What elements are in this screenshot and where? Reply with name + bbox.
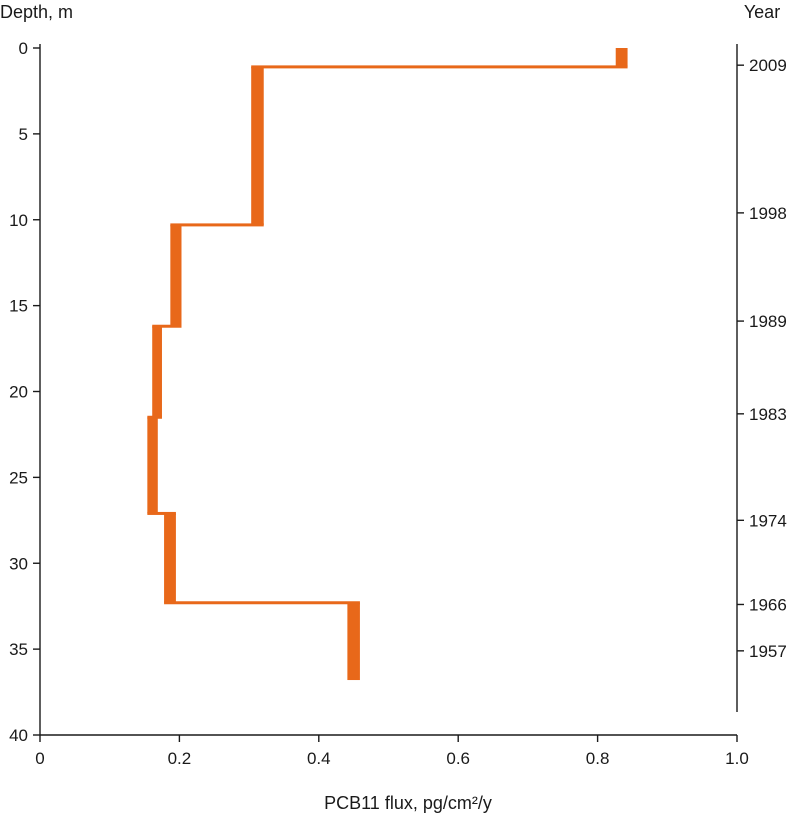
labels-layer: Depth, m Year PCB11 flux, pg/cm²/y 0 5 10 1… <box>0 2 787 813</box>
y-axis-label: Depth, m <box>0 2 73 22</box>
flux-segment <box>251 66 264 225</box>
year-tick-label: 1998 <box>749 204 787 223</box>
flux-segment <box>147 417 158 514</box>
series-layer <box>147 48 628 681</box>
x-tick-label: 1.0 <box>725 749 749 768</box>
y-tick-label: 0 <box>19 39 28 58</box>
y-tick-label: 15 <box>9 297 28 316</box>
y-tick-label: 20 <box>9 383 28 402</box>
x-tick-label: 0.6 <box>446 749 470 768</box>
flux-connector <box>251 65 628 69</box>
year-tick-label: 1957 <box>749 642 787 661</box>
axes-layer <box>33 44 744 742</box>
x-tick-label: 0.4 <box>307 749 331 768</box>
flux-segment <box>347 602 360 681</box>
year-tick-label: 1989 <box>749 312 787 331</box>
flux-connector <box>147 511 176 515</box>
y-tick-label: 40 <box>9 726 28 745</box>
year-axis-label: Year <box>744 2 780 22</box>
flux-segment <box>170 224 182 327</box>
flux-connector <box>164 601 360 605</box>
y-tick-label: 10 <box>9 211 28 230</box>
year-tick-label: 1983 <box>749 405 787 424</box>
x-tick-label: 0.8 <box>586 749 610 768</box>
y-tick-label: 35 <box>9 640 28 659</box>
x-tick-label: 0.2 <box>168 749 192 768</box>
y-tick-label: 30 <box>9 554 28 573</box>
x-tick-label: 0 <box>35 749 44 768</box>
flux-connector <box>170 223 264 227</box>
year-tick-label: 1966 <box>749 595 787 614</box>
x-axis-label: PCB11 flux, pg/cm²/y <box>324 793 492 813</box>
flux-connector <box>152 324 182 328</box>
flux-segment <box>615 48 628 67</box>
year-tick-label: 2009 <box>749 56 787 75</box>
y-tick-label: 5 <box>19 125 28 144</box>
y-tick-label: 25 <box>9 468 28 487</box>
flux-segment <box>164 513 176 603</box>
flux-segment <box>152 326 162 418</box>
year-tick-label: 1974 <box>749 511 787 530</box>
